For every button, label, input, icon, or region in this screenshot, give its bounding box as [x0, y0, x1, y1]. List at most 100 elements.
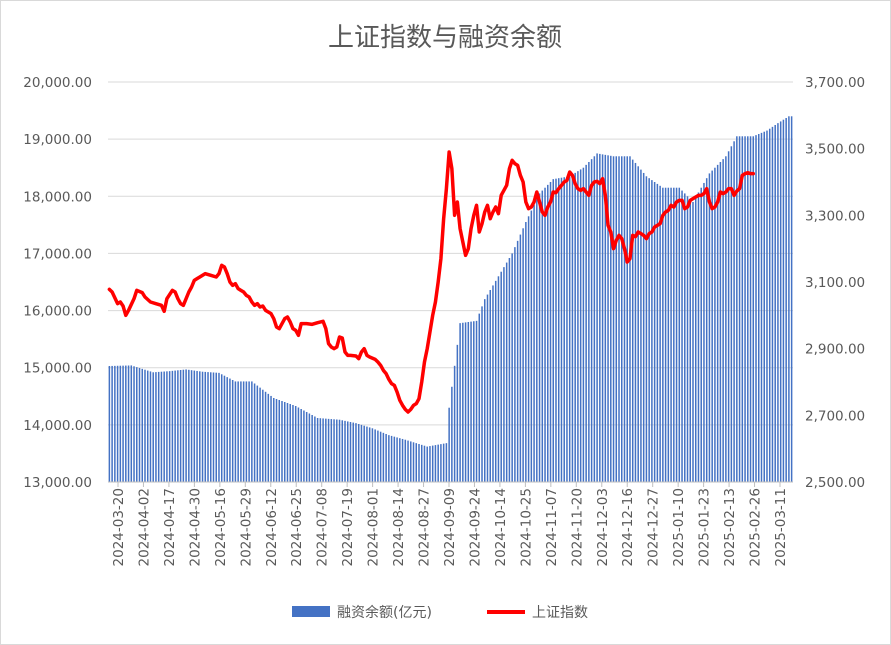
left-y-tick-label: 19,000.00 — [23, 132, 92, 148]
sse-index-line-group — [107, 150, 756, 414]
margin-balance-bar — [138, 368, 141, 482]
margin-balance-bar — [664, 187, 667, 482]
margin-balance-bar — [308, 413, 311, 482]
legend-label-margin-balance: 融资余额(亿元) — [337, 604, 432, 621]
margin-balance-bar — [212, 372, 215, 482]
right-y-tick-label: 3,300.00 — [805, 208, 865, 224]
margin-balance-bar — [146, 370, 149, 482]
margin-balance-bar — [314, 416, 316, 482]
right-y-tick-label: 2,900.00 — [805, 342, 865, 358]
x-tick-label: 2024-04-30 — [187, 488, 203, 566]
margin-balance-bar — [782, 119, 785, 483]
margin-balance-bar — [626, 156, 628, 483]
margin-balance-bar — [511, 253, 513, 482]
margin-balance-bar — [555, 178, 557, 483]
margin-balance-bar — [694, 197, 697, 483]
margin-balance-bar — [651, 180, 653, 482]
margin-balance-bar — [459, 323, 461, 482]
x-tick-label: 2025-02-26 — [748, 488, 764, 566]
margin-balance-bar — [303, 410, 305, 482]
margin-balance-bar — [319, 418, 322, 482]
margin-balance-bar — [486, 294, 489, 482]
margin-balance-bar — [171, 370, 174, 482]
margin-balance-bar — [360, 424, 363, 482]
right-y-tick-label: 3,500.00 — [805, 142, 865, 158]
margin-balance-bar — [442, 443, 445, 482]
left-y-axis: 13,000.00 14,000.00 15,000.00 16,000.00 17,0… — [23, 75, 92, 491]
margin-balance-bar — [242, 381, 245, 482]
margin-balance-bar — [527, 216, 530, 483]
margin-balance-bar — [623, 156, 626, 483]
margin-balance-bar — [478, 313, 481, 482]
margin-balance-bar — [464, 322, 467, 482]
margin-balance-bar — [725, 156, 727, 483]
x-tick-label: 2024-03-20 — [111, 488, 127, 566]
x-tick-label: 2024-09-24 — [467, 488, 483, 566]
margin-balance-bar — [640, 169, 642, 482]
margin-balance-bar — [322, 418, 324, 482]
margin-balance-bar — [508, 258, 511, 482]
margin-balance-bar — [141, 368, 144, 482]
margin-balance-bar — [231, 380, 234, 482]
margin-balance-bar — [136, 367, 138, 482]
margin-balance-bar — [689, 199, 692, 482]
x-tick-label: 2024-12-03 — [595, 488, 611, 566]
x-tick-label: 2025-03-11 — [773, 488, 789, 566]
margin-balance-bar — [275, 399, 278, 482]
margin-balance-bar — [423, 445, 426, 482]
margin-balance-bar — [675, 187, 678, 482]
margin-balance-bar — [749, 136, 752, 483]
margin-balance-bar — [766, 130, 768, 482]
right-y-tick-label: 3,700.00 — [805, 75, 865, 91]
x-tick-label: 2025-01-23 — [697, 488, 713, 566]
left-y-tick-label: 17,000.00 — [23, 246, 92, 262]
margin-balance-bar — [566, 176, 568, 482]
margin-balance-bar — [426, 446, 428, 482]
margin-balance-bar — [571, 174, 574, 482]
margin-balance-bar — [245, 381, 248, 482]
margin-balance-bar — [516, 240, 519, 482]
x-tick-label: 2024-05-29 — [238, 488, 254, 566]
x-tick-label: 2024-06-12 — [264, 488, 280, 566]
margin-balance-bar — [311, 415, 313, 482]
x-tick-label: 2024-11-20 — [569, 488, 585, 566]
x-tick-label: 2024-12-16 — [620, 488, 636, 566]
x-axis: 2024-03-20 2024-04-02 2024-04-17 2024-04-30… — [108, 481, 793, 566]
margin-balance-bar — [604, 154, 607, 483]
margin-balance-bar — [785, 118, 787, 482]
margin-balance-bar — [325, 418, 327, 482]
margin-balance-bar — [670, 187, 672, 482]
margin-balance-bar — [741, 136, 744, 483]
sse-index-line — [107, 150, 756, 414]
margin-balance-bar — [771, 126, 774, 483]
margin-balance-bar — [229, 378, 231, 482]
margin-balance-bar — [226, 377, 228, 482]
x-tick-label: 2024-11-07 — [544, 488, 560, 566]
margin-balance-bar — [653, 182, 656, 482]
margin-balance-bar — [492, 285, 494, 482]
margin-balance-bar — [547, 184, 549, 483]
margin-balance-bar — [177, 370, 179, 482]
margin-balance-bar — [155, 372, 157, 482]
legend-swatch-margin-balance — [292, 606, 330, 617]
margin-balance-bar — [119, 365, 122, 482]
margin-balance-bar — [270, 395, 272, 482]
margin-balance-bar — [708, 173, 711, 482]
margin-balance-bar — [752, 136, 755, 483]
margin-balance-bar — [344, 420, 346, 482]
margin-balance-bar — [681, 190, 683, 482]
margin-balance-bar — [316, 418, 319, 482]
margin-balance-bar — [489, 290, 491, 482]
margin-balance-bar — [505, 262, 508, 482]
margin-balance-bar — [733, 141, 735, 483]
margin-balance-bar — [673, 187, 675, 482]
margin-balance-bar — [700, 187, 702, 482]
margin-balance-bar — [549, 182, 552, 482]
margin-balance-bar — [610, 155, 612, 482]
x-tick-label: 2024-07-19 — [340, 488, 356, 566]
margin-balance-bar — [259, 387, 261, 482]
margin-balance-bar — [267, 393, 270, 482]
margin-balance-bar — [453, 365, 456, 482]
margin-balance-bar — [648, 178, 650, 482]
margin-balance-bar — [201, 371, 204, 482]
